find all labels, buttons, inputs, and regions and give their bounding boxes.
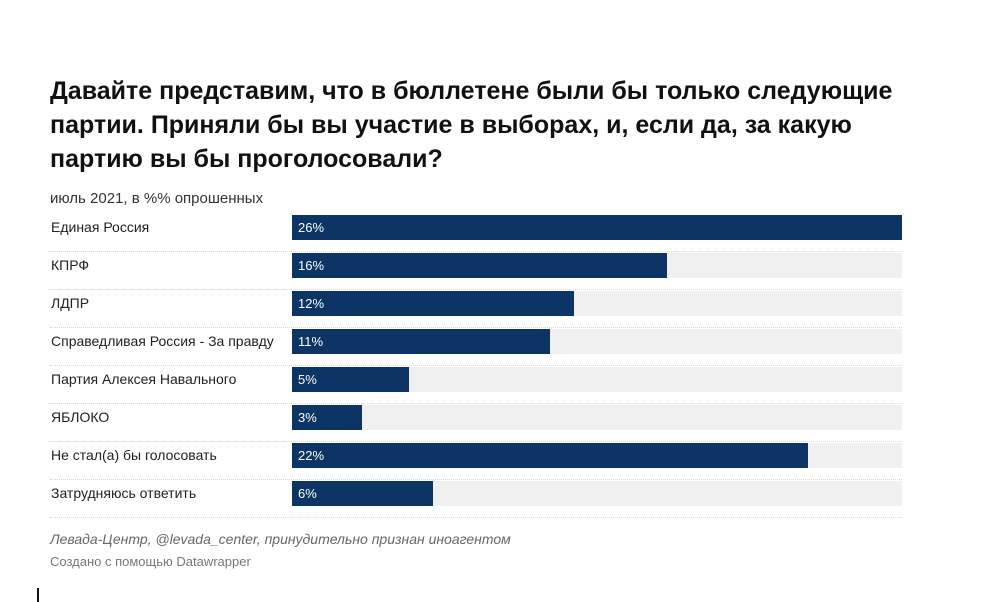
- bar-track: 11%: [292, 329, 902, 354]
- bar-row: Партия Алексея Навального 5%: [50, 366, 902, 404]
- bar-row: КПРФ 16%: [50, 252, 902, 290]
- value-label: 26%: [298, 220, 325, 235]
- bar-track: 5%: [292, 367, 902, 392]
- bar: 12%: [292, 291, 574, 316]
- bar-track: 3%: [292, 405, 902, 430]
- bar-row: ЯБЛОКО 3%: [50, 404, 902, 442]
- chart-container: Давайте представим, что в бюллетене были…: [50, 74, 910, 518]
- bar-track: 22%: [292, 443, 902, 468]
- value-label: 16%: [298, 258, 325, 273]
- category-label: Единая Россия: [51, 219, 150, 235]
- bar: 26%: [292, 215, 902, 240]
- bar-row: Затрудняюсь ответить 6%: [50, 480, 902, 518]
- datawrapper-credit[interactable]: Создано с помощью Datawrapper: [50, 554, 251, 569]
- chart-title: Давайте представим, что в бюллетене были…: [50, 77, 893, 173]
- bar: 11%: [292, 329, 550, 354]
- value-label: 12%: [298, 296, 325, 311]
- bar: 6%: [292, 481, 433, 506]
- value-label: 3%: [298, 410, 317, 425]
- bar-track: 6%: [292, 481, 902, 506]
- bar-row: Не стал(а) бы голосовать 22%: [50, 442, 902, 480]
- value-label: 5%: [298, 372, 317, 387]
- value-label: 6%: [298, 486, 317, 501]
- bar: 5%: [292, 367, 409, 392]
- category-label: Не стал(а) бы голосовать: [51, 447, 217, 463]
- bar-row: Справедливая Россия - За правду 11%: [50, 328, 902, 366]
- bar: 16%: [292, 253, 667, 278]
- category-label: ЛДПР: [51, 295, 90, 311]
- source-note: Левада-Центр, @levada_center, принудител…: [50, 531, 511, 547]
- bar-track: 26%: [292, 215, 902, 240]
- bar: 3%: [292, 405, 362, 430]
- value-label: 11%: [298, 334, 324, 349]
- bar-rows: Единая Россия 26% КПРФ 16% ЛДПР 12% Справедлив…: [50, 214, 902, 518]
- bar-track: 12%: [292, 291, 902, 316]
- bar-row: Единая Россия 26%: [50, 214, 902, 252]
- bar: 22%: [292, 443, 808, 468]
- category-label: Справедливая Россия - За правду: [51, 333, 274, 349]
- value-label: 22%: [298, 448, 325, 463]
- category-label: КПРФ: [51, 257, 90, 273]
- category-label: Партия Алексея Навального: [51, 371, 237, 387]
- category-label: ЯБЛОКО: [51, 409, 110, 425]
- text-cursor: [37, 588, 39, 602]
- bar-row: ЛДПР 12%: [50, 290, 902, 328]
- chart-subtitle: июль 2021, в %% опрошенных: [50, 190, 264, 207]
- category-label: Затрудняюсь ответить: [51, 485, 197, 501]
- bar-track: 16%: [292, 253, 902, 278]
